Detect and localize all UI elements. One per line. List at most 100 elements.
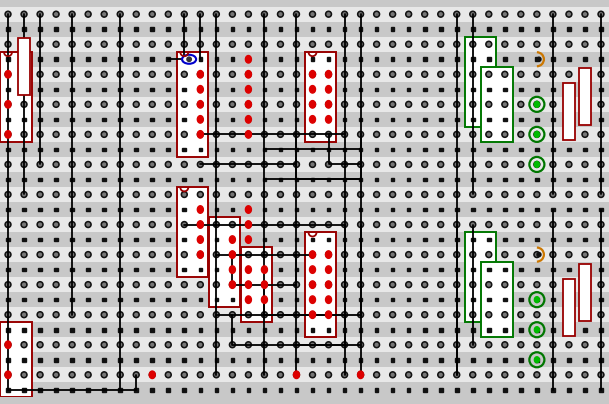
Circle shape [103,163,105,166]
Circle shape [55,193,57,196]
Circle shape [583,73,586,76]
Circle shape [231,133,234,136]
Bar [86,238,90,241]
Bar [455,147,459,151]
Bar [38,328,42,332]
Circle shape [85,282,91,288]
Circle shape [294,41,300,47]
Circle shape [7,163,9,166]
Circle shape [263,73,266,76]
Circle shape [439,73,442,76]
Circle shape [357,311,364,318]
Circle shape [456,133,458,136]
Ellipse shape [197,236,203,243]
Circle shape [213,131,219,137]
Circle shape [37,342,43,348]
Bar [311,298,314,301]
Circle shape [101,131,107,137]
Bar [214,358,218,362]
Circle shape [53,221,59,227]
Circle shape [519,13,523,16]
Circle shape [117,131,123,137]
Circle shape [375,133,378,136]
Circle shape [535,283,538,286]
Bar [471,27,474,31]
Bar [503,208,507,211]
Bar [102,238,106,241]
Circle shape [454,311,460,318]
Circle shape [181,191,188,198]
Circle shape [103,313,105,316]
Circle shape [38,103,41,106]
Bar [0,67,609,82]
Circle shape [199,223,202,226]
Bar [471,388,474,391]
Circle shape [535,43,538,46]
Bar [247,88,250,91]
Bar [391,147,395,151]
Circle shape [7,133,9,136]
Circle shape [167,343,170,346]
Circle shape [86,223,90,226]
Circle shape [133,131,139,137]
Bar [487,147,491,151]
Circle shape [342,11,348,17]
Bar [279,238,282,241]
Bar [503,358,507,362]
Circle shape [231,343,234,346]
Bar [391,328,395,332]
Bar [279,88,282,91]
Bar [519,208,523,211]
Bar [183,178,186,181]
Circle shape [438,11,444,17]
Circle shape [38,13,41,16]
Circle shape [583,103,586,106]
Bar [231,358,234,362]
Circle shape [342,282,348,288]
Circle shape [582,372,588,378]
Bar [343,88,347,91]
Circle shape [215,343,218,346]
Circle shape [86,163,90,166]
Circle shape [600,253,602,256]
Circle shape [359,253,362,256]
Circle shape [600,73,602,76]
Bar [0,157,609,172]
Circle shape [342,71,348,77]
Circle shape [7,223,9,226]
Circle shape [23,103,26,106]
Circle shape [359,313,362,316]
Circle shape [181,131,188,137]
Circle shape [600,223,602,226]
Bar [343,27,347,31]
Circle shape [568,343,571,346]
Bar [23,118,26,121]
Circle shape [582,252,588,258]
Circle shape [550,131,556,137]
Circle shape [85,41,91,47]
Bar [0,187,609,202]
Circle shape [261,311,267,318]
Circle shape [486,11,492,17]
Circle shape [151,253,153,256]
Circle shape [375,313,378,316]
Circle shape [7,43,9,46]
Circle shape [135,223,138,226]
Circle shape [309,191,315,198]
Bar [407,118,410,121]
Circle shape [326,41,331,47]
Ellipse shape [230,251,236,258]
Bar [599,88,603,91]
Bar [535,88,539,91]
Circle shape [343,193,346,196]
Bar [183,328,186,332]
Circle shape [552,163,554,166]
Bar [183,388,186,391]
Bar [70,88,74,91]
Bar [0,232,609,247]
Circle shape [359,373,362,376]
Ellipse shape [326,86,331,93]
Bar [391,238,395,241]
Circle shape [199,373,202,376]
Circle shape [135,283,138,286]
